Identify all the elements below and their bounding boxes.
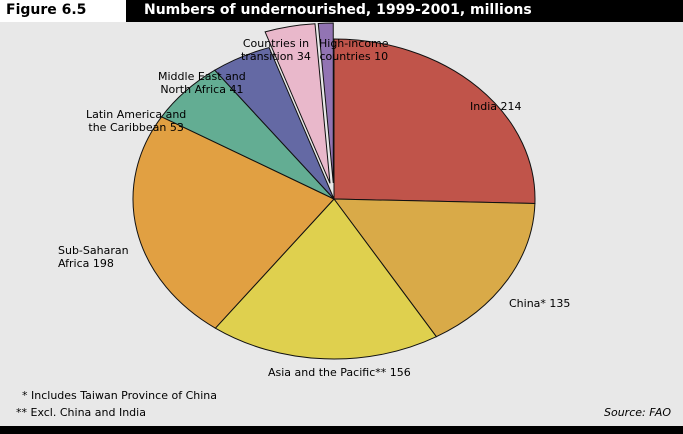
source-note: Source: FAO	[604, 406, 672, 419]
footnote-excl: ** Excl. China and India	[16, 406, 146, 419]
chart-title: Numbers of undernourished, 1999-2001, mi…	[144, 2, 532, 18]
pie-slice-high-income-countries	[317, 22, 334, 184]
slice-label-countries-in-transition: Countries in transition 34	[241, 37, 311, 63]
slice-label-middle-east-and-north-africa: Middle East and North Africa 41	[158, 70, 246, 96]
pie-slice-india	[333, 38, 536, 204]
pie-slice-asia-and-the-pacific	[214, 198, 438, 360]
slice-label-high-income-countries: High-income countries 10	[319, 37, 389, 63]
pie-slice-sub-saharan-africa	[132, 116, 335, 329]
pie-chart	[132, 22, 536, 360]
pie-slice-china	[332, 198, 536, 338]
slice-label-india: India 214	[470, 100, 522, 113]
slice-label-asia-and-the-pacific: Asia and the Pacific** 156	[268, 366, 411, 379]
pie-slice-middle-east-and-north-africa	[213, 46, 335, 200]
pie-slice-countries-in-transition	[264, 23, 331, 184]
bottom-rule	[0, 426, 683, 434]
figure-header	[0, 0, 683, 22]
figure-label-box: Figure 6.5	[0, 0, 126, 22]
figure-label: Figure 6.5	[6, 2, 87, 18]
footnote-taiwan: * Includes Taiwan Province of China	[22, 389, 217, 402]
slice-label-china: China* 135	[509, 297, 571, 310]
slice-label-latin-america-and-the-caribbean: Latin America and the Caribbean 53	[86, 108, 187, 134]
slice-label-sub-saharan-africa: Sub-Saharan Africa 198	[58, 244, 129, 270]
